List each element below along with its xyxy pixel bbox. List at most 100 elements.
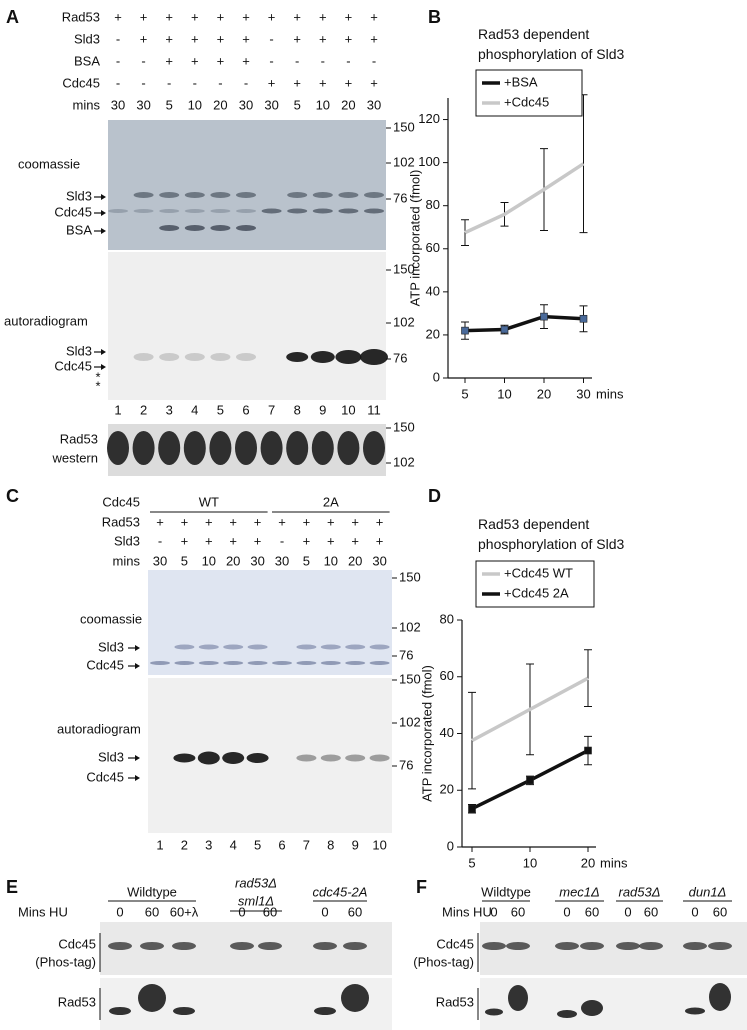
mw-marker: 102 xyxy=(399,714,421,729)
gel-band xyxy=(140,942,164,950)
condition-mark: - xyxy=(218,75,222,90)
condition-mark: 5 xyxy=(166,97,173,112)
y-tick-label: 80 xyxy=(440,611,454,626)
condition-mark: + xyxy=(191,31,199,46)
condition-mark: + xyxy=(351,533,359,548)
condition-mark: - xyxy=(193,75,197,90)
mins-value: 60 xyxy=(713,904,727,919)
gel-band xyxy=(159,353,180,361)
y-axis-label: ATP incorporated (fmol) xyxy=(407,170,422,307)
condition-mark: - xyxy=(116,31,120,46)
x-tick-label: 10 xyxy=(523,855,537,870)
condition-mark: - xyxy=(269,31,273,46)
gel-band xyxy=(184,353,205,361)
mw-marker: 102 xyxy=(393,454,415,469)
arrow-head xyxy=(101,349,106,355)
gel-band xyxy=(369,644,390,650)
condition-mark: + xyxy=(268,9,276,24)
gel-band xyxy=(338,208,359,214)
gel-band xyxy=(109,1007,131,1015)
condition-mark: - xyxy=(372,53,376,68)
legend-label: +BSA xyxy=(504,74,538,89)
gel-band xyxy=(150,661,170,665)
gel-band xyxy=(287,208,308,214)
gel-band xyxy=(174,644,195,650)
lane-number: 9 xyxy=(319,402,326,417)
gel-band xyxy=(210,225,231,231)
row-label: Sld3 xyxy=(114,533,140,548)
mw-marker: 76 xyxy=(399,757,413,772)
condition-mark: + xyxy=(229,533,237,548)
gel-band xyxy=(173,753,196,763)
row-label: mins xyxy=(73,97,101,112)
gel-band xyxy=(235,431,257,465)
gel-band xyxy=(236,192,256,198)
gel-band xyxy=(313,942,337,950)
gel-band xyxy=(335,350,362,364)
band-label: Sld3 xyxy=(66,188,92,203)
x-tick-label: 20 xyxy=(537,386,551,401)
mw-marker: 76 xyxy=(399,647,413,662)
gel-band xyxy=(581,1000,603,1016)
row-label: Cdc45 xyxy=(102,494,140,509)
lane-number: 6 xyxy=(242,402,249,417)
arrow-head xyxy=(135,755,140,761)
strain-label: Wildtype xyxy=(127,884,177,899)
row-label: BSA xyxy=(74,53,100,68)
gel-band xyxy=(133,192,154,198)
gel-band xyxy=(138,984,166,1012)
gel-band xyxy=(158,431,181,465)
condition-mark: + xyxy=(114,9,122,24)
gel-band xyxy=(338,192,359,198)
gel-band xyxy=(320,661,341,665)
lane-number: 10 xyxy=(372,837,386,852)
lane-number: 11 xyxy=(367,402,381,417)
gel-band xyxy=(296,754,317,762)
gel-band xyxy=(337,431,360,465)
condition-mark: + xyxy=(181,514,189,529)
mw-marker: 102 xyxy=(399,619,421,634)
gel-band xyxy=(310,351,335,363)
gel-band xyxy=(197,751,220,765)
condition-mark: 5 xyxy=(294,97,301,112)
gel-band xyxy=(286,352,309,362)
condition-mark: + xyxy=(254,514,262,529)
gel-band xyxy=(174,661,195,665)
blot-label: western xyxy=(51,450,98,465)
coomassie-gel xyxy=(148,570,392,675)
mins-value: 60 xyxy=(511,904,525,919)
x-tick-label: 5 xyxy=(461,386,468,401)
condition-mark: + xyxy=(327,533,335,548)
lane-number: 5 xyxy=(254,837,261,852)
chart-title-box: Rad53 dependent phosphorylation of Sld3 xyxy=(478,26,624,62)
gel-band xyxy=(258,942,282,950)
gel-band xyxy=(184,209,205,213)
condition-mark: 30 xyxy=(372,553,386,568)
y-tick-label: 40 xyxy=(440,725,454,740)
strain-label: sml1Δ xyxy=(238,893,274,908)
condition-mark: 20 xyxy=(341,97,355,112)
condition-mark: - xyxy=(116,75,120,90)
series-line xyxy=(464,314,584,333)
band-label: Cdc45 xyxy=(86,769,124,784)
condition-mark: + xyxy=(303,514,311,529)
condition-mark: + xyxy=(293,31,301,46)
condition-mark: + xyxy=(370,31,378,46)
gel-band xyxy=(108,209,128,213)
y-tick-label: 60 xyxy=(426,240,440,255)
strain-label: rad53Δ xyxy=(235,875,277,890)
arrow-head xyxy=(101,210,106,216)
legend-label: +Cdc45 WT xyxy=(504,565,573,580)
lane-number: 3 xyxy=(205,837,212,852)
arrow-head xyxy=(135,775,140,781)
condition-mark: + xyxy=(242,9,250,24)
condition-mark: + xyxy=(242,31,250,46)
condition-mark: 20 xyxy=(348,553,362,568)
gel-band xyxy=(108,942,132,950)
x-tick-label: 20 xyxy=(581,855,595,870)
condition-mark: 30 xyxy=(153,553,167,568)
y-tick-label: 40 xyxy=(426,283,440,298)
lane-number: 9 xyxy=(352,837,359,852)
gel-label: autoradiogram xyxy=(4,313,88,328)
